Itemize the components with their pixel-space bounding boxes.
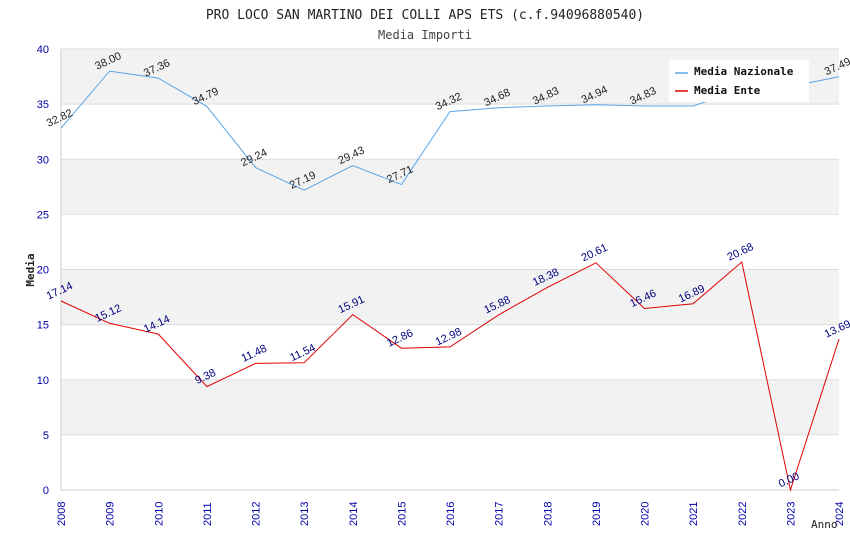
x-axis-label: Anno bbox=[811, 518, 838, 531]
x-tick-label: 2014 bbox=[348, 502, 360, 526]
y-tick-label: 15 bbox=[37, 320, 49, 332]
x-tick-label: 2012 bbox=[251, 502, 263, 526]
y-tick-label: 10 bbox=[37, 375, 49, 387]
x-tick-label: 2018 bbox=[542, 502, 554, 526]
x-tick-label: 2022 bbox=[737, 502, 749, 526]
x-tick-label: 2023 bbox=[785, 502, 797, 526]
plot-band bbox=[61, 324, 839, 380]
x-tick-label: 2013 bbox=[299, 502, 311, 526]
y-axis-ticks: 0 5 10 15 20 25 30 35 40 bbox=[37, 44, 49, 497]
plot-bands bbox=[61, 49, 839, 490]
legend-label-nazionale: Media Nazionale bbox=[694, 65, 794, 78]
x-tick-label: 2024 bbox=[834, 502, 846, 526]
x-tick-label: 2015 bbox=[396, 502, 408, 526]
legend: Media Nazionale Media Ente bbox=[669, 60, 809, 102]
x-tick-label: 2010 bbox=[153, 502, 165, 526]
x-tick-label: 2008 bbox=[56, 502, 68, 526]
x-tick-label: 2021 bbox=[688, 502, 700, 526]
x-tick-label: 2016 bbox=[445, 502, 457, 526]
legend-background bbox=[669, 60, 809, 102]
y-tick-label: 5 bbox=[43, 430, 49, 442]
x-tick-label: 2019 bbox=[591, 502, 603, 526]
plot-band bbox=[61, 379, 839, 435]
x-tick-label: 2011 bbox=[202, 502, 214, 526]
plot-band bbox=[61, 159, 839, 215]
x-tick-label: 2009 bbox=[105, 502, 117, 526]
gridlines bbox=[60, 48, 839, 491]
y-tick-label: 40 bbox=[37, 44, 49, 56]
y-axis-label: Media bbox=[24, 253, 37, 286]
y-tick-label: 20 bbox=[37, 265, 49, 277]
plot-band bbox=[61, 434, 839, 490]
y-tick-label: 25 bbox=[37, 209, 49, 221]
chart-subtitle: Media Importi bbox=[378, 28, 472, 42]
legend-label-ente: Media Ente bbox=[694, 84, 761, 97]
chart-title: PRO LOCO SAN MARTINO DEI COLLI APS ETS (… bbox=[206, 8, 644, 23]
x-tick-label: 2020 bbox=[640, 502, 652, 526]
plot-band bbox=[61, 214, 839, 270]
plot-band bbox=[61, 269, 839, 325]
y-tick-label: 30 bbox=[37, 154, 49, 166]
series-line-ente bbox=[60, 261, 840, 492]
y-tick-label: 0 bbox=[43, 485, 49, 497]
y-tick-label: 35 bbox=[37, 99, 49, 111]
plot-band bbox=[61, 104, 839, 160]
x-tick-label: 2017 bbox=[494, 502, 506, 526]
x-axis-ticks: 2008 2009 2010 2011 2012 2013 2014 2015 2016 2017… bbox=[56, 502, 846, 526]
